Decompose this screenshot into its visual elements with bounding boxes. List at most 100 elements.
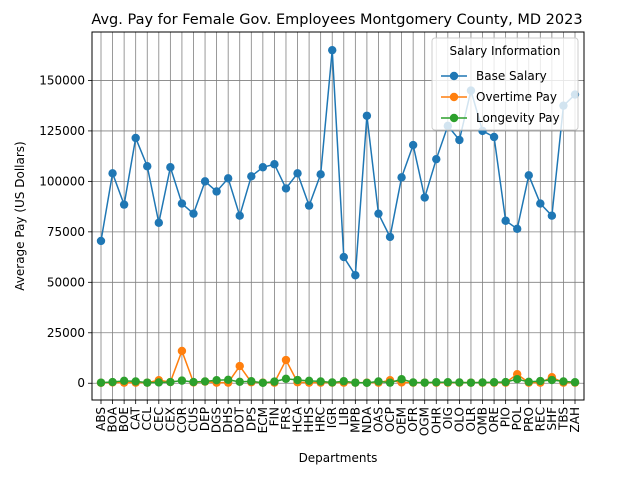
data-point <box>374 377 383 386</box>
legend-label: Overtime Pay <box>476 90 557 104</box>
data-point <box>304 201 314 210</box>
legend-entry[interactable]: Base Salary <box>441 69 547 83</box>
x-tick-label: ECM <box>256 407 270 433</box>
y-tick-label: 100000 <box>39 174 85 188</box>
x-tick-label: CEX <box>163 407 177 431</box>
legend-swatch-marker <box>449 92 459 102</box>
data-point <box>108 169 117 178</box>
data-point <box>385 232 395 242</box>
x-tick-label: ZAH <box>568 407 582 432</box>
data-point <box>362 111 372 120</box>
x-tick-label: OCP <box>383 407 397 432</box>
y-tick-label: 125000 <box>39 124 85 138</box>
x-axis-ticks: ABSBOABOECATCCLCECCEXCORCUSDEPDGSDHSDOTD… <box>94 400 582 436</box>
data-point <box>166 163 175 172</box>
data-point <box>489 378 499 387</box>
data-point <box>281 374 291 384</box>
data-point <box>131 377 140 386</box>
data-point <box>455 135 464 145</box>
data-point <box>420 378 429 387</box>
grid-lines <box>92 32 584 400</box>
data-point <box>108 377 117 387</box>
data-point <box>247 172 256 181</box>
data-point <box>570 378 580 387</box>
x-tick-label: ORE <box>487 407 501 432</box>
x-tick-label: CCL <box>140 407 154 431</box>
x-tick-label: POL <box>510 407 524 431</box>
y-tick-label: 25000 <box>47 326 85 340</box>
x-tick-label: DOT <box>233 406 247 433</box>
data-point <box>501 377 510 387</box>
x-tick-label: FRS <box>279 407 293 430</box>
data-point <box>131 133 140 143</box>
data-point <box>547 211 557 220</box>
x-tick-label: CEC <box>152 407 166 431</box>
data-point <box>119 376 129 386</box>
data-point <box>559 377 568 386</box>
x-tick-label: OLR <box>464 407 478 431</box>
data-point <box>177 376 187 385</box>
data-point <box>432 154 441 164</box>
data-point <box>408 140 418 150</box>
data-point <box>270 160 279 169</box>
data-point <box>281 355 291 365</box>
x-tick-label: DPS <box>244 407 258 431</box>
data-point <box>200 177 210 186</box>
data-point <box>351 271 360 280</box>
data-point <box>547 375 557 385</box>
data-point <box>524 377 533 387</box>
data-point <box>351 378 360 387</box>
x-tick-label: BOA <box>106 406 120 432</box>
data-point <box>223 375 233 385</box>
x-tick-label: NDA <box>360 406 374 433</box>
legend-title: Salary Information <box>450 44 561 58</box>
data-point <box>247 377 256 386</box>
data-point <box>258 163 268 172</box>
series-line <box>100 50 576 278</box>
data-point <box>235 377 244 387</box>
data-point <box>258 378 268 388</box>
data-point <box>212 187 221 196</box>
x-tick-label: DGS <box>210 407 224 433</box>
x-tick-label: HHS <box>302 407 316 433</box>
data-point <box>374 209 383 218</box>
x-tick-label: CUS <box>186 407 200 432</box>
legend-label: Base Salary <box>476 69 547 83</box>
legend-entry[interactable]: Overtime Pay <box>441 90 557 104</box>
data-point <box>524 171 533 180</box>
x-tick-label: OHR <box>429 407 443 434</box>
data-point <box>385 378 395 387</box>
data-point <box>223 174 233 183</box>
x-tick-label: OEM <box>395 407 409 434</box>
legend[interactable]: Salary Information Base Salary Overtime P… <box>431 37 579 131</box>
legend-swatch-marker <box>449 113 459 123</box>
x-tick-label: LIB <box>337 407 351 425</box>
x-tick-label: PRO <box>522 407 536 432</box>
data-point <box>512 375 522 384</box>
x-tick-label: HCA <box>291 406 305 432</box>
data-point <box>270 377 279 386</box>
data-point <box>304 376 314 386</box>
legend-entry[interactable]: Longevity Pay <box>441 111 560 125</box>
data-point <box>397 375 406 384</box>
data-point <box>316 377 325 386</box>
data-point <box>154 218 164 227</box>
legend-swatch-marker <box>449 71 459 81</box>
x-tick-label: CAT <box>129 406 143 430</box>
x-tick-label: OIG <box>441 407 455 429</box>
data-point <box>466 378 476 387</box>
x-tick-label: PIO <box>499 407 513 427</box>
data-point <box>536 199 545 208</box>
data-point <box>328 378 337 387</box>
x-tick-label: OAS <box>371 407 385 432</box>
data-point <box>200 377 210 386</box>
data-point <box>443 378 453 387</box>
data-point <box>143 162 152 171</box>
y-tick-label: 75000 <box>47 225 85 239</box>
data-point <box>293 375 302 385</box>
data-point <box>339 377 348 386</box>
x-tick-label: OLO <box>452 407 466 432</box>
x-tick-label: HRC <box>314 407 328 432</box>
